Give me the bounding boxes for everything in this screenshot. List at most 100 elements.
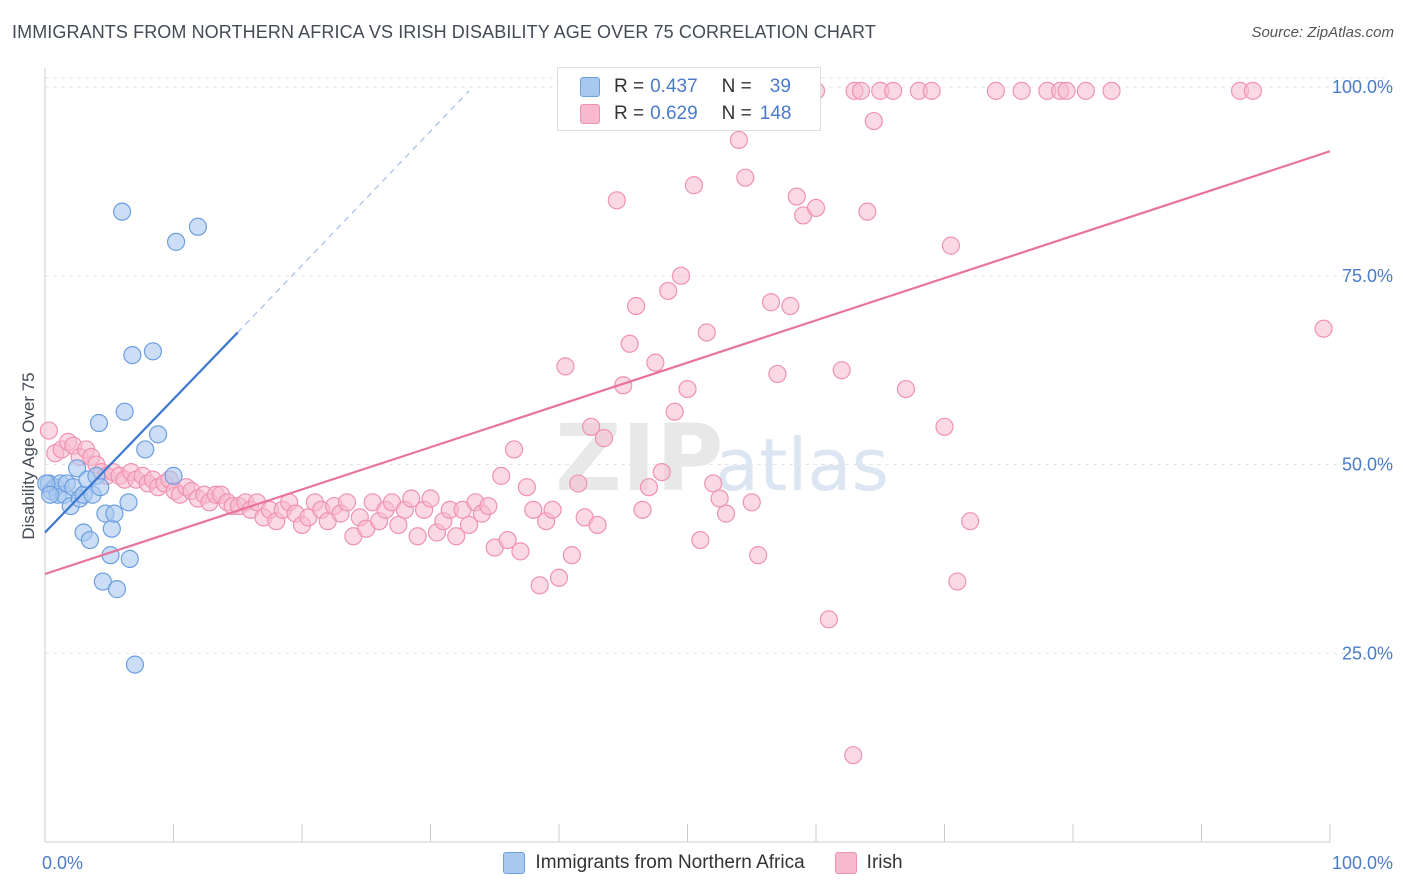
y-tick-label: 75.0% [1342,266,1393,286]
irish-point [337,493,357,512]
axes [44,68,1331,843]
watermark-atlas: atlas [715,423,889,507]
irish-point [832,361,851,380]
irish-point [781,296,800,316]
legend-row-northern-africa: R = 0.437 N = 39 [580,75,791,99]
irish-point [941,236,961,255]
irish-point [844,746,863,765]
irish-point [697,323,716,342]
irish-point [704,474,723,493]
watermark: ZIP atlas [555,405,889,512]
legend-item-northern-africa[interactable]: Immigrants from Northern Africa [503,852,805,874]
northern-africa-point [107,580,127,599]
irish-point [498,530,517,550]
y-axis-title: Disability Age Over 75 [19,372,38,539]
irish-point [569,474,588,493]
northern-africa-point [91,478,110,497]
irish-point [961,512,980,531]
northern-africa-point [68,459,87,478]
northern-africa-point [119,493,138,512]
irish-point [626,296,646,316]
irish-point [530,576,549,595]
irish-point [588,515,607,535]
irish-point [691,530,710,550]
n-value-1: 39 [769,76,791,97]
irish-point [1012,81,1031,100]
y-tick-label: 100.0% [1332,77,1393,97]
r-label: R = [614,76,645,97]
trend-lines [44,90,1331,576]
irish-point [665,402,684,421]
y-tick-labels: 25.0% 50.0% 75.0% 100.0% [1332,77,1393,663]
irish-point [492,466,511,485]
n-label: N = [721,76,752,97]
irish-point [620,334,639,353]
irish-point [614,376,633,395]
irish-point [479,496,498,516]
northern-africa-point [123,345,142,365]
irish-point [986,81,1006,100]
watermark-zip: ZIP [555,405,723,512]
n-label: N = [721,103,752,124]
legend-label-irish: Irish [866,852,903,873]
northern-africa-point [125,655,145,674]
irish-point [1057,81,1076,100]
northern-africa-point [143,342,163,361]
irish-point [646,353,665,372]
northern-africa-point [112,202,132,221]
irish-point [716,504,736,523]
irish-point [935,417,954,436]
irish-point [447,527,466,546]
legend-item-irish[interactable]: Irish [834,852,903,874]
chart-title: IMMIGRANTS FROM NORTHERN AFRICA VS IRISH… [12,22,876,42]
northern-africa-point [120,549,139,569]
y-tick-label: 25.0% [1342,643,1393,663]
blue-swatch-icon [503,852,526,874]
irish-point [633,500,652,519]
irish-point [858,202,877,221]
bottom-legend: Immigrants from Northern Africa Irish [0,852,1406,874]
northern-africa-point [89,413,109,433]
irish-point [684,176,704,195]
irish-point [504,440,524,459]
x-tick-min: 0.0% [42,853,83,873]
irish-points [39,81,1333,765]
irish-point [736,168,755,187]
irish-point [1314,319,1333,338]
r-label: R = [614,103,645,124]
irish-point [896,379,916,399]
source-label: Source: ZipAtlas.com [1251,24,1394,41]
irish-point [864,111,883,131]
northern-africa-trend-extension [237,90,470,333]
northern-africa-point [164,466,183,485]
irish-point [517,478,536,497]
irish-point [511,542,530,561]
irish-point [402,489,421,508]
irish-point [710,489,729,508]
irish-point [787,187,806,206]
irish-point [768,364,787,384]
irish-point [659,281,678,301]
irish-point [806,198,826,217]
northern-africa-point [115,402,134,421]
pink-swatch-icon [580,104,600,124]
legend-label-northern-africa: Immigrants from Northern Africa [535,852,805,873]
northern-africa-point [105,504,124,523]
irish-point [678,379,697,399]
northern-africa-trend-line [44,331,239,534]
irish-point [749,546,768,565]
irish-point [524,500,543,519]
r-value-1: 0.437 [650,76,698,97]
irish-point [948,572,967,591]
irish-point [883,81,903,100]
legend-row-irish: R = 0.629 N = 148 [580,102,791,126]
irish-point [851,81,871,100]
irish-point [607,191,626,210]
irish-point [562,546,581,565]
irish-trend-line [44,150,1331,576]
northern-africa-point [80,530,100,550]
northern-africa-point [102,519,121,538]
irish-point [421,489,440,508]
northern-africa-point [188,217,208,236]
